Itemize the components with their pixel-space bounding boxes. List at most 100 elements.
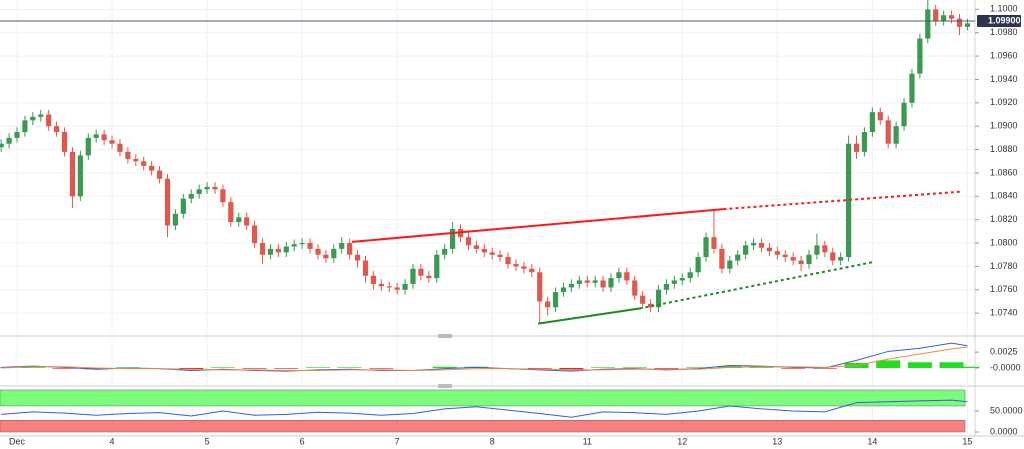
resize-handle[interactable]: [438, 384, 452, 388]
candle-body: [956, 18, 963, 27]
candle-body: [648, 303, 654, 308]
y-tick-label: 1.0840: [990, 191, 1018, 201]
zone-band: [0, 389, 966, 407]
trend-line: [351, 208, 724, 243]
histogram-bar: [337, 367, 362, 368]
candle-body: [608, 278, 614, 288]
y-tick-label: 0.0000: [990, 426, 1018, 436]
candle-body: [244, 217, 250, 226]
candle-body: [861, 132, 868, 152]
histogram-bar: [52, 368, 77, 369]
histogram-bar: [591, 367, 616, 368]
resize-handle[interactable]: [438, 334, 452, 338]
candle-body: [267, 248, 274, 255]
histogram-bar: [781, 368, 806, 369]
histogram-bar: [179, 368, 204, 370]
x-tick-label: 14: [867, 436, 877, 446]
y-tick-label: 1.0740: [990, 308, 1018, 318]
candle-body: [180, 198, 186, 214]
histogram-bar: [274, 368, 299, 369]
candle-body: [259, 243, 266, 255]
candle-body: [576, 280, 582, 284]
candle-body: [164, 178, 171, 226]
candle-body: [806, 254, 812, 265]
candle-body: [830, 252, 836, 261]
candle-body: [790, 257, 796, 261]
candle-body: [141, 161, 147, 166]
candle-body: [69, 151, 76, 197]
candle-body: [711, 237, 717, 249]
candle-body: [853, 143, 860, 152]
candle-body: [885, 120, 891, 144]
histogram-bar: [955, 366, 980, 368]
histogram-bar: [84, 368, 109, 370]
histogram-bar: [749, 367, 774, 368]
candle-body: [869, 112, 875, 133]
candle-body: [426, 275, 432, 279]
y-tick-label: -0.0000: [990, 362, 1021, 372]
histogram-bar: [907, 362, 932, 368]
candle-body: [766, 247, 772, 252]
last-price-box: [977, 15, 1021, 28]
candle-body: [632, 280, 638, 296]
y-tick-label: 1.1000: [990, 4, 1018, 14]
trend-line: [723, 190, 962, 211]
candle-body: [735, 254, 741, 261]
histogram-bar: [242, 368, 267, 369]
candle-body: [14, 132, 20, 138]
candle-body: [465, 237, 472, 246]
candle-body: [46, 114, 52, 127]
indicator-line: [1, 399, 968, 418]
y-tick-label: 1.0760: [990, 284, 1018, 294]
x-tick-label: 11: [583, 436, 592, 446]
indicator-line: [1, 346, 968, 372]
candle-body: [307, 243, 313, 249]
candle-body: [109, 140, 115, 144]
candle-body: [434, 254, 440, 279]
y-tick-label: 1.0920: [990, 97, 1018, 107]
candle-body: [339, 243, 345, 249]
candle-body: [323, 254, 329, 259]
candle-body: [172, 213, 178, 226]
candle-body: [30, 116, 36, 121]
candle-body: [948, 15, 955, 19]
candle-body: [758, 243, 765, 248]
y-tick-label: 1.0940: [990, 74, 1018, 84]
y-tick-label: 1.0960: [990, 50, 1018, 60]
histogram-bar: [527, 368, 552, 369]
candle-body: [38, 114, 44, 117]
candle-body: [521, 266, 527, 269]
candle-body: [354, 254, 361, 261]
y-tick-label: 1.0900: [990, 121, 1018, 131]
candle-body: [196, 189, 202, 194]
candle-body: [624, 272, 630, 281]
candle-body: [22, 120, 28, 133]
candle-body: [695, 257, 701, 273]
x-tick-label: 8: [490, 436, 495, 446]
candle-body: [545, 301, 551, 308]
candle-body: [93, 134, 99, 138]
candle-body: [814, 245, 820, 255]
candle-body: [901, 102, 907, 127]
candle-body: [489, 252, 495, 255]
candle-body: [204, 186, 210, 190]
candle-body: [386, 286, 392, 288]
candle-body: [283, 246, 289, 253]
histogram-bar: [20, 367, 45, 368]
candle-body: [925, 9, 931, 39]
candle-body: [537, 272, 543, 302]
candle-body: [0, 143, 4, 148]
candle-body: [410, 268, 416, 284]
candle-body: [315, 248, 321, 255]
histogram-bar: [305, 367, 330, 368]
candle-body: [743, 245, 749, 255]
candle-body: [964, 23, 970, 27]
y-tick-label: 50.0000: [990, 405, 1023, 415]
histogram-bar: [432, 366, 457, 368]
candle-body: [529, 268, 535, 273]
candle-body: [117, 143, 123, 152]
y-tick-label: 1.0780: [990, 261, 1018, 271]
candle-body: [481, 248, 487, 253]
candle-body: [750, 243, 757, 246]
